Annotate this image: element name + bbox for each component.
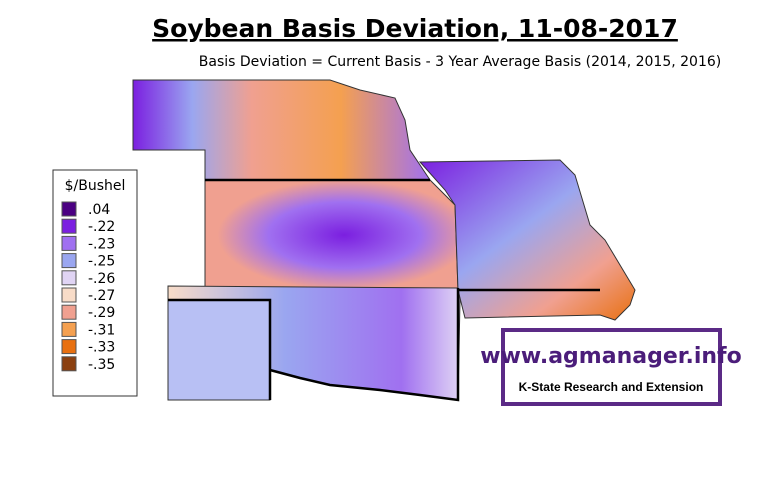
legend-swatch [61, 287, 77, 303]
legend-swatch [61, 356, 77, 372]
legend-label: -.25 [88, 254, 115, 270]
legend-swatch [61, 201, 77, 217]
logo-url: www.agmanager.info [480, 344, 741, 369]
logo-box [501, 328, 722, 406]
title: Soybean Basis Deviation, 11-08-2017 [152, 14, 678, 43]
border-line [269, 288, 460, 402]
state-kansas [204, 179, 459, 291]
subtitle: Basis Deviation = Current Basis - 3 Year… [199, 54, 721, 70]
state-nebraska [132, 79, 431, 181]
state-texas-panhandle [167, 299, 271, 401]
legend-swatch [61, 304, 77, 320]
legend-swatch [61, 270, 77, 286]
legend-label: .04 [88, 202, 110, 218]
logo-org: K-State Research and Extension [519, 380, 704, 394]
legend-swatch [61, 321, 77, 337]
legend-label: -.27 [88, 288, 115, 304]
legend-swatch [61, 218, 77, 234]
border-line [168, 298, 272, 400]
legend-label: -.29 [88, 305, 115, 321]
legend-label: -.35 [88, 357, 115, 373]
legend-items: .04-.22-.23 -.25-.26-.27-.29-.31 -.33-.35 [61, 201, 115, 373]
legend-swatch [61, 339, 77, 355]
legend-swatch [61, 253, 77, 269]
legend-title: $/Bushel [65, 178, 126, 194]
legend-label: -.26 [88, 271, 115, 287]
legend-swatch [61, 235, 77, 251]
legend-label: -.23 [88, 236, 115, 252]
legend-label: -.22 [88, 219, 115, 235]
legend-label: -.31 [88, 322, 115, 338]
legend-label: -.33 [88, 340, 115, 356]
state-missouri [418, 159, 636, 321]
